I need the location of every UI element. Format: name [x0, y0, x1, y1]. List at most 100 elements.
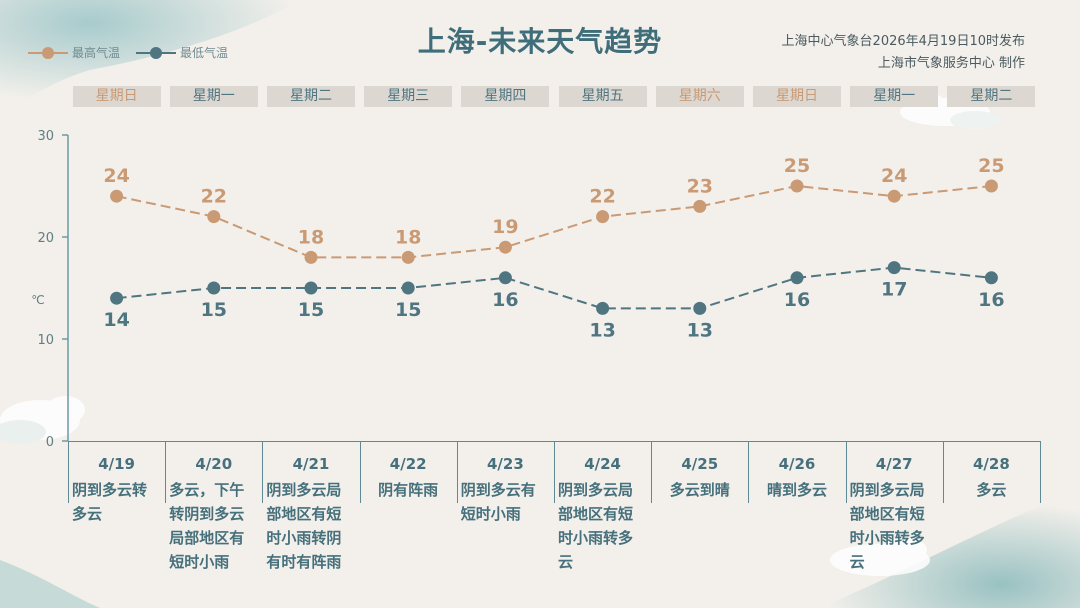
forecast-cell: 4/21 阴到多云局部地区有短时小雨转阴有时有阵雨 — [262, 450, 359, 574]
weekday-tab: 星期六 — [655, 86, 744, 107]
publish-info: 上海中心气象台2026年4月19日10时发布 — [781, 34, 1025, 49]
forecast-date: 4/28 — [972, 455, 1010, 473]
column-separator — [456, 441, 458, 503]
legend-min-label: 最低气温 — [180, 46, 229, 60]
max-temp-point — [790, 179, 804, 193]
forecast-cell: 4/26 晴到多云 — [748, 450, 845, 502]
forecast-date: 4/27 — [875, 455, 913, 473]
weekday-tab: 星期五 — [558, 86, 647, 107]
column-separator — [359, 441, 361, 503]
forecast-cell: 4/20 多云，下午转阴到多云局部地区有短时小雨 — [165, 450, 262, 574]
forecast-cell: 4/22 阴有阵雨 — [360, 450, 457, 502]
forecast-date: 4/25 — [681, 455, 719, 473]
forecast-cell: 4/25 多云到晴 — [651, 450, 748, 502]
min-temp-label: 15 — [395, 299, 421, 321]
page-title: 上海-未来天气趋势 — [417, 25, 663, 58]
min-temp-label: 13 — [687, 319, 713, 341]
forecast-description: 阴有阵雨 — [378, 481, 439, 499]
weekday-tab: 星期三 — [364, 86, 453, 107]
max-temp-label: 24 — [103, 165, 129, 187]
forecast-description: 阴到多云有短时小雨 — [460, 481, 536, 523]
min-temp-label: 16 — [978, 289, 1004, 311]
min-temp-point — [887, 261, 901, 275]
max-temp-point — [693, 199, 707, 213]
column-separator — [942, 441, 944, 503]
max-temp-label: 24 — [881, 165, 907, 187]
forecast-description: 阴到多云局部地区有短时小雨转阴有时有阵雨 — [266, 481, 342, 571]
max-temp-label: 18 — [395, 226, 421, 248]
weekday-tab: 星期一 — [850, 86, 939, 107]
min-temp-point — [596, 301, 610, 315]
forecast-cell: 4/24 阴到多云局部地区有短时小雨转多云 — [554, 450, 651, 574]
max-temp-label: 19 — [492, 216, 518, 238]
min-temp-point — [207, 281, 221, 295]
forecast-cell: 4/19 阴到多云转多云 — [68, 450, 165, 526]
forecast-date: 4/22 — [389, 455, 427, 473]
weekday-tab: 星期日 — [753, 86, 841, 107]
column-separator — [845, 441, 847, 503]
min-temp-point — [790, 271, 804, 285]
max-temp-point — [110, 189, 124, 203]
forecast-date: 4/20 — [195, 455, 233, 473]
min-temp-point — [110, 291, 124, 305]
column-separator — [68, 441, 69, 503]
min-temp-point — [304, 281, 318, 295]
max-temp-point — [207, 210, 221, 224]
legend-max: 最高气温 — [28, 44, 120, 61]
column-separator — [1040, 441, 1041, 503]
forecast-date: 4/23 — [486, 455, 524, 473]
max-temp-line — [116, 184, 992, 259]
y-tick-label: 30 — [37, 129, 54, 144]
forecast-cell: 4/28 多云 — [943, 450, 1040, 502]
forecast-date: 4/24 — [584, 455, 621, 473]
forecast-date: 4/21 — [292, 455, 330, 473]
min-temp-label: 16 — [492, 289, 518, 311]
max-temp-label: 25 — [978, 155, 1004, 177]
max-temp-point — [304, 250, 318, 264]
max-temp-point — [984, 179, 998, 193]
forecast-cell: 4/23 阴到多云有短时小雨 — [457, 450, 554, 526]
max-temp-point — [401, 250, 415, 264]
min-temp-label: 17 — [881, 279, 907, 301]
max-temp-label: 23 — [687, 175, 713, 197]
weekday-tab: 星期一 — [169, 86, 258, 107]
y-axis-unit: ℃ — [31, 293, 44, 307]
max-temp-point — [498, 240, 512, 254]
weekday-tab: 星期二 — [947, 86, 1036, 107]
legend-max-swatch — [28, 46, 68, 60]
column-separator — [165, 441, 167, 503]
legend: 最高气温 最低气温 — [28, 44, 228, 61]
min-temp-point — [498, 271, 512, 285]
max-temp-label: 22 — [201, 186, 227, 208]
min-temp-label: 13 — [589, 319, 615, 341]
min-temp-label: 15 — [201, 299, 227, 321]
max-temp-label: 25 — [784, 155, 810, 177]
column-separator — [262, 441, 264, 503]
y-tick-label: 0 — [46, 435, 54, 450]
column-separator — [554, 441, 555, 503]
forecast-date: 4/26 — [778, 455, 816, 473]
min-temp-point — [401, 281, 415, 295]
column-separator — [748, 441, 750, 503]
legend-min: 最低气温 — [136, 44, 228, 61]
min-temp-point — [693, 301, 707, 315]
max-temp-label: 22 — [589, 186, 615, 208]
min-temp-point — [984, 271, 998, 285]
weekday-tab: 星期日 — [72, 86, 161, 107]
column-separator — [651, 441, 653, 503]
forecast-date: 4/19 — [98, 455, 135, 473]
forecast-description: 多云，下午转阴到多云局部地区有短时小雨 — [169, 481, 245, 571]
max-temp-point — [887, 189, 901, 203]
forecast-description: 阴到多云转多云 — [72, 481, 148, 523]
legend-min-swatch — [136, 46, 177, 60]
forecast-description: 多云 — [976, 481, 1007, 499]
min-temp-label: 15 — [298, 299, 324, 321]
weekday-tab: 星期四 — [461, 86, 550, 107]
y-tick-label: 20 — [37, 231, 54, 246]
forecast-description: 晴到多云 — [766, 481, 827, 499]
max-temp-label: 18 — [298, 226, 324, 248]
forecast-description: 阴到多云局部地区有短时小雨转多云 — [558, 481, 634, 571]
min-temp-label: 14 — [103, 309, 129, 331]
min-temp-label: 16 — [784, 289, 810, 311]
